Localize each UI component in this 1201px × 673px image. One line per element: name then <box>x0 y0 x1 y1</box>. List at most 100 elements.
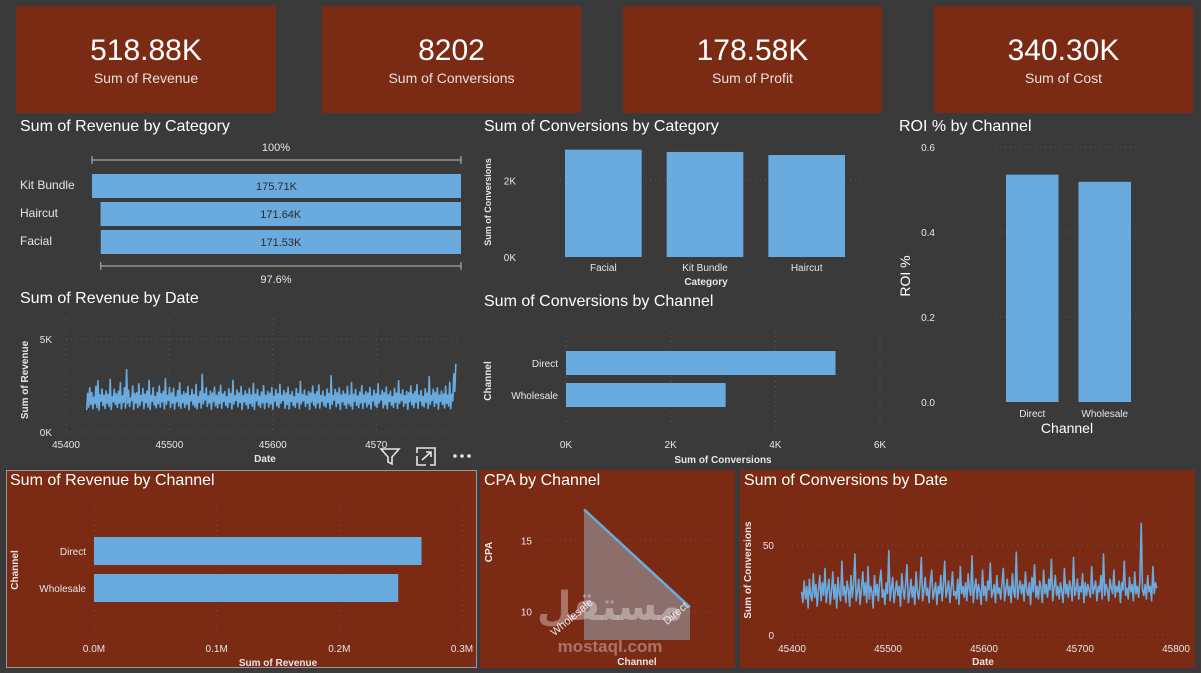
x-axis-label: Channel <box>1041 420 1093 436</box>
chart-title: Sum of Conversions by Category <box>484 118 719 135</box>
y-tick-label: 15 <box>521 537 533 548</box>
category-label: Haircut <box>20 206 59 220</box>
kpi-label: Sum of Cost <box>1024 69 1103 86</box>
bar <box>565 149 642 257</box>
y-axis-label: Channel <box>483 361 494 401</box>
filter-icon[interactable] <box>379 448 401 466</box>
x-tick-label: 4K <box>769 440 782 451</box>
x-tick-label: 4570 <box>365 440 388 451</box>
x-tick-label: 6K <box>874 440 887 451</box>
y-axis-label: Sum of Revenue <box>20 340 31 419</box>
x-tick-label: 45700 <box>1066 644 1094 655</box>
category-label: Facial <box>20 234 52 248</box>
x-axis-label: Category <box>684 277 728 288</box>
kpi-value: 178.58K <box>696 33 809 67</box>
y-tick-label: 0.6 <box>921 143 935 154</box>
annotation-bottom: 97.6% <box>260 274 291 286</box>
conversions-by-channel-svg: Sum of Conversions by Channel 0K 2K 4K 6K Dir… <box>483 293 887 466</box>
conversions-by-date-chart[interactable]: Sum of Conversions by Date 0 50 45400 45500 4… <box>740 470 1195 668</box>
conversions-by-channel-chart[interactable]: Sum of Conversions by Channel 0K 2K 4K 6K Dir… <box>480 291 890 467</box>
x-tick-label: Wholesale <box>1081 409 1128 420</box>
y-tick-label: 2K <box>504 176 517 187</box>
y-axis-label: ROI % <box>897 255 913 296</box>
y-tick-label: 0 <box>768 631 774 642</box>
x-tick-label: 0.0M <box>83 644 105 655</box>
chart-title: ROI % by Channel <box>899 118 1032 135</box>
y-tick-label: 0.0 <box>921 398 935 409</box>
bar <box>566 383 726 407</box>
bar <box>92 174 461 198</box>
category-label: Direct <box>60 547 86 558</box>
kpi-label: Sum of Conversions <box>388 69 515 86</box>
cpa-by-channel-chart[interactable]: CPA by Channel 10 15 Wholesale Direct Channel… <box>480 470 735 668</box>
bar <box>94 537 422 565</box>
bar <box>1006 174 1059 402</box>
y-tick-label: 10 <box>521 608 533 619</box>
kpi-value: 8202 <box>418 33 485 67</box>
y-tick-label: 0.2 <box>921 313 935 324</box>
x-tick-label: 45500 <box>874 644 902 655</box>
x-tick-label: 2K <box>665 440 678 451</box>
x-axis-label: Sum of Conversions <box>674 455 772 466</box>
y-tick-label: 0.4 <box>921 228 935 239</box>
chart-title: Sum of Revenue by Category <box>20 118 230 135</box>
revenue-by-category-chart[interactable]: Sum of Revenue by Category 100% Kit Bundle… <box>16 116 476 286</box>
revenue-by-date-svg: Sum of Revenue by Date 0K 5K 45400 45500 4560… <box>20 290 461 465</box>
roi-by-channel-chart[interactable]: ROI % by Channel 0.0 0.2 0.4 0.6 Direct Wholes… <box>895 116 1195 438</box>
area-fill <box>584 509 690 640</box>
revenue-by-date-chart[interactable]: Sum of Revenue by Date 0K 5K 45400 45500 4560… <box>16 288 476 468</box>
kpi-label: Sum of Profit <box>712 69 793 86</box>
x-tick-label: 0.3M <box>451 644 473 655</box>
bar <box>94 574 399 602</box>
x-axis-label: Channel <box>617 657 657 668</box>
x-axis-label: Date <box>972 657 994 668</box>
x-tick-label: 45500 <box>155 440 183 451</box>
category-label: Wholesale <box>511 391 558 402</box>
bar <box>100 202 461 226</box>
chart-title: Sum of Conversions by Channel <box>484 293 713 310</box>
visual-toolbar <box>378 444 478 468</box>
category-label: Wholesale <box>39 584 86 595</box>
more-options-icon[interactable] <box>453 454 471 458</box>
data-label: 175.71K <box>256 181 298 193</box>
category-label: Kit Bundle <box>20 178 75 192</box>
chart-title: Sum of Conversions by Date <box>744 472 948 489</box>
x-tick-label: 0.2M <box>328 644 350 655</box>
data-label: 171.53K <box>260 237 302 249</box>
series-line <box>800 522 1158 609</box>
kpi-card-conversions[interactable]: 8202 Sum of Conversions <box>322 6 581 113</box>
kpi-card-cost[interactable]: 340.30K Sum of Cost <box>934 6 1193 113</box>
x-tick-label: 45400 <box>52 440 80 451</box>
y-tick-label: 0K <box>504 253 517 264</box>
data-label: 171.64K <box>260 209 302 221</box>
kpi-value: 340.30K <box>1007 33 1120 67</box>
y-tick-label: 5K <box>40 335 53 346</box>
kpi-card-profit[interactable]: 178.58K Sum of Profit <box>623 6 882 113</box>
y-axis-label: Sum of Conversions <box>743 521 754 619</box>
category-label: Direct <box>532 359 558 370</box>
x-tick-label: Kit Bundle <box>682 263 728 274</box>
chart-title: Sum of Revenue by Date <box>20 290 199 307</box>
x-tick-label: 45600 <box>259 440 287 451</box>
y-axis-label: Sum of Conversions <box>483 158 493 246</box>
x-tick-label: 45400 <box>778 644 806 655</box>
revenue-by-category-svg: Sum of Revenue by Category 100% Kit Bundle… <box>20 118 462 286</box>
series-line <box>85 363 457 411</box>
y-tick-label: 0K <box>40 428 53 439</box>
bar <box>566 351 836 375</box>
bar <box>768 155 845 257</box>
kpi-card-revenue[interactable]: 518.88K Sum of Revenue <box>16 6 276 113</box>
kpi-value: 518.88K <box>90 33 202 67</box>
x-tick-label: Haircut <box>791 263 823 274</box>
chart-title: CPA by Channel <box>484 472 600 489</box>
y-axis-label: Channel <box>10 550 21 590</box>
focus-mode-icon[interactable] <box>416 447 436 466</box>
series-line <box>583 508 691 609</box>
revenue-by-channel-chart[interactable]: Sum of Revenue by Channel 0.0M 0.1M 0.2M 0.3… <box>6 470 477 669</box>
x-axis-label: Sum of Revenue <box>239 658 318 668</box>
roi-by-channel-svg: ROI % by Channel 0.0 0.2 0.4 0.6 Direct Wholes… <box>897 118 1140 436</box>
bar <box>100 230 462 254</box>
conversions-by-category-chart[interactable]: Sum of Conversions by Category 0K 2K Facial… <box>480 116 880 288</box>
conversions-by-date-svg: Sum of Conversions by Date 0 50 45400 45500 4… <box>743 472 1190 668</box>
revenue-by-channel-svg: Sum of Revenue by Channel 0.0M 0.1M 0.2M 0.3… <box>10 472 473 669</box>
